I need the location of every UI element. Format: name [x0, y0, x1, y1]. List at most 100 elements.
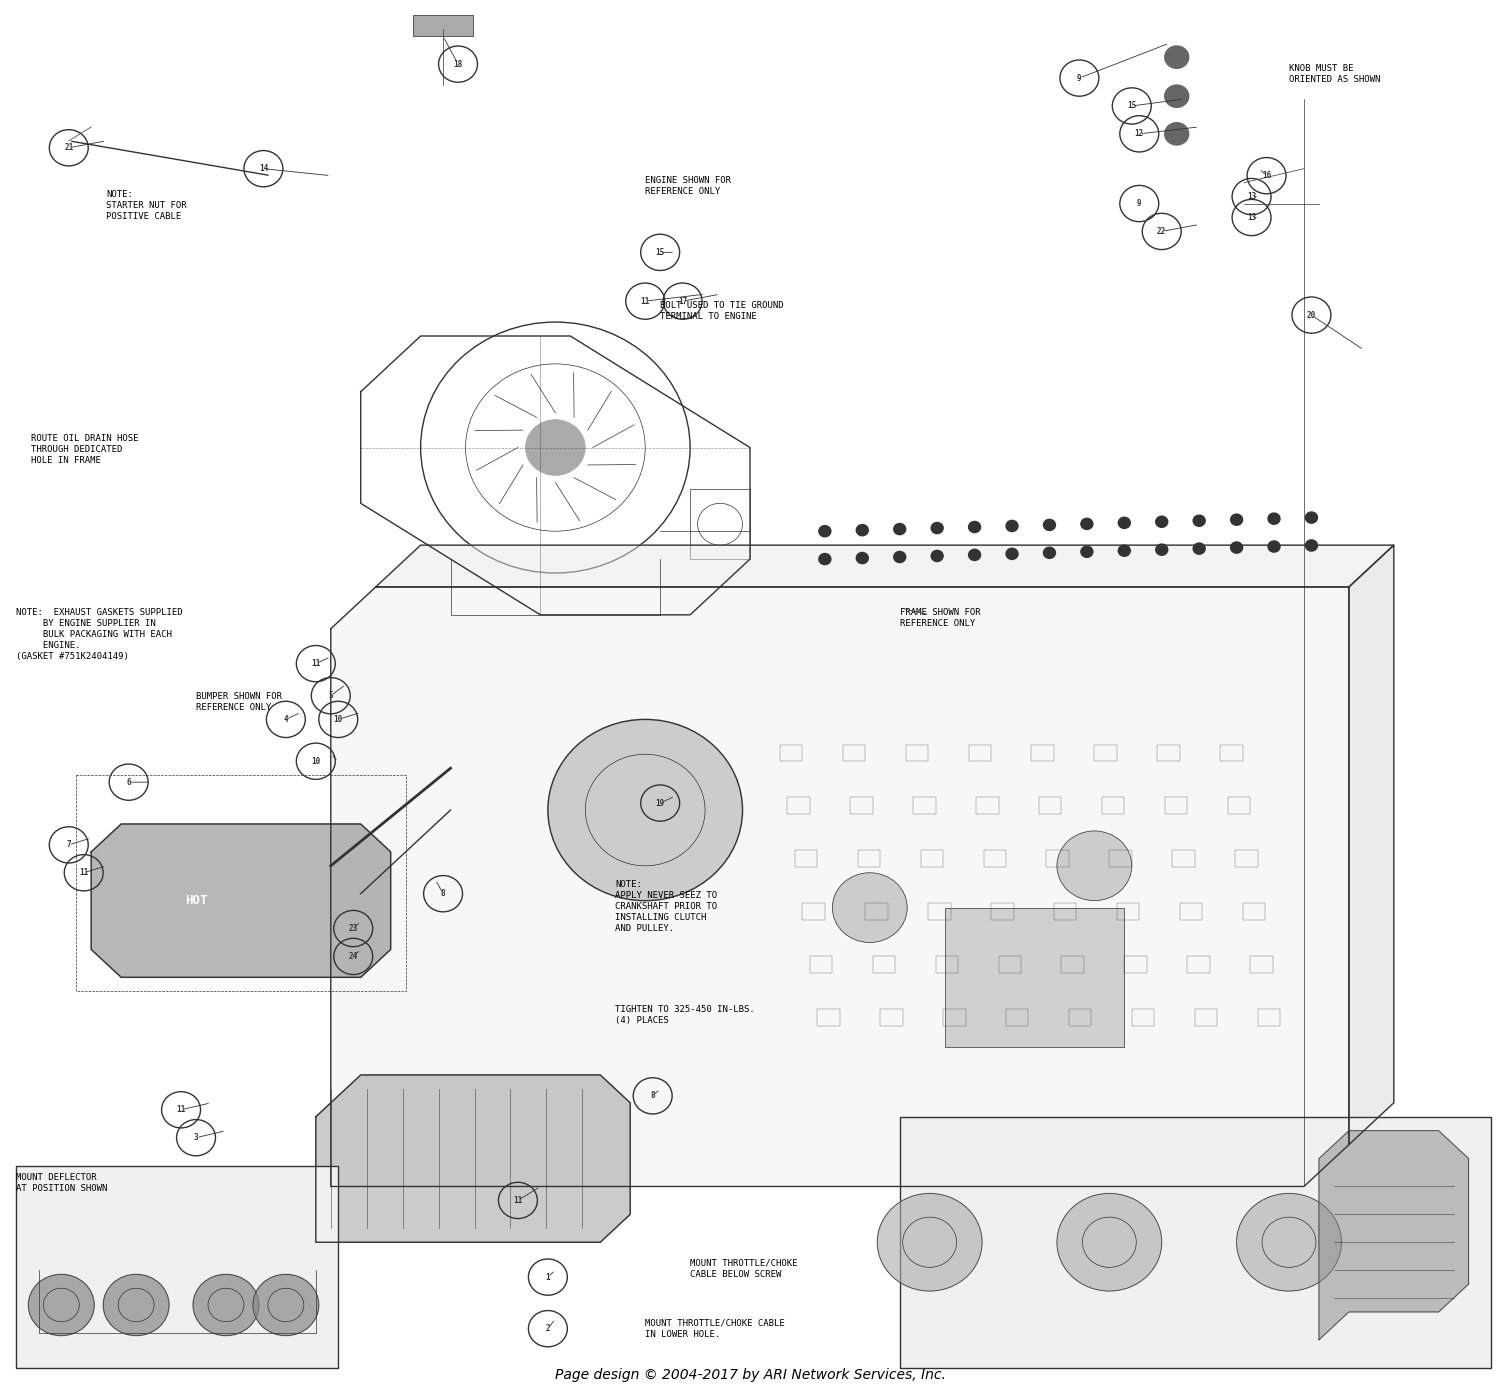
Circle shape — [1305, 539, 1317, 550]
Circle shape — [1044, 548, 1056, 559]
Bar — [976, 798, 999, 814]
Text: TIGHTEN TO 325-450 IN-LBS.
(4) PLACES: TIGHTEN TO 325-450 IN-LBS. (4) PLACES — [615, 1006, 754, 1025]
Text: NOTE:
APPLY NEVER SEEZ TO
CRANKSHAFT PRIOR TO
INSTALLING CLUTCH
AND PULLEY.: NOTE: APPLY NEVER SEEZ TO CRANKSHAFT PRI… — [615, 880, 717, 933]
Circle shape — [1236, 1193, 1341, 1291]
Bar — [1186, 957, 1209, 974]
Bar — [900, 1116, 1491, 1368]
Bar — [1062, 957, 1084, 974]
Circle shape — [856, 552, 868, 563]
Text: ROUTE OIL DRAIN HOSE
THROUGH DEDICATED
HOLE IN FRAME: ROUTE OIL DRAIN HOSE THROUGH DEDICATED H… — [32, 433, 140, 465]
Circle shape — [1058, 1193, 1161, 1291]
Circle shape — [932, 550, 944, 562]
Bar — [858, 851, 880, 868]
Circle shape — [969, 521, 981, 532]
Bar — [1125, 957, 1148, 974]
Circle shape — [1230, 542, 1242, 553]
Bar — [795, 851, 818, 868]
Text: 11: 11 — [80, 869, 88, 877]
Text: NOTE:
STARTER NUT FOR
POSITIVE CABLE: NOTE: STARTER NUT FOR POSITIVE CABLE — [106, 190, 188, 221]
Polygon shape — [316, 1074, 630, 1242]
Polygon shape — [92, 824, 390, 978]
Bar — [1032, 745, 1054, 761]
Bar — [1110, 851, 1132, 868]
Circle shape — [254, 1274, 320, 1336]
Text: 13: 13 — [1246, 212, 1256, 222]
Text: 1: 1 — [546, 1273, 550, 1281]
Text: 11: 11 — [513, 1196, 522, 1206]
Text: 22: 22 — [1156, 226, 1167, 236]
Bar — [984, 851, 1006, 868]
Bar — [945, 908, 1125, 1048]
Circle shape — [1164, 123, 1188, 145]
Bar — [843, 745, 866, 761]
Bar — [914, 798, 936, 814]
Bar — [1227, 798, 1250, 814]
Circle shape — [1119, 545, 1131, 556]
Bar — [16, 1165, 339, 1368]
Bar — [802, 904, 825, 921]
Text: NOTE:  EXHAUST GASKETS SUPPLIED
     BY ENGINE SUPPLIER IN
     BULK PACKAGING W: NOTE: EXHAUST GASKETS SUPPLIED BY ENGINE… — [16, 608, 183, 661]
Text: Page design © 2004-2017 by ARI Network Services, Inc.: Page design © 2004-2017 by ARI Network S… — [555, 1368, 945, 1382]
Text: 13: 13 — [1246, 191, 1256, 201]
Text: 5: 5 — [328, 692, 333, 700]
Text: 19: 19 — [656, 799, 664, 807]
Text: 4: 4 — [284, 715, 288, 724]
Text: 15: 15 — [656, 247, 664, 257]
Text: 17: 17 — [678, 296, 687, 306]
Text: 2: 2 — [546, 1324, 550, 1333]
Circle shape — [1192, 515, 1204, 527]
Bar — [1172, 851, 1194, 868]
Bar — [928, 904, 951, 921]
Bar — [873, 957, 895, 974]
Circle shape — [1230, 514, 1242, 525]
Circle shape — [1082, 546, 1094, 557]
Circle shape — [819, 525, 831, 536]
Text: MOUNT THROTTLE/CHOKE
CABLE BELOW SCREW: MOUNT THROTTLE/CHOKE CABLE BELOW SCREW — [690, 1259, 798, 1280]
Bar — [1118, 904, 1140, 921]
Bar — [944, 1010, 966, 1027]
Polygon shape — [1348, 545, 1394, 1144]
Bar — [1054, 904, 1077, 921]
Text: 11: 11 — [640, 296, 650, 306]
Bar — [1102, 798, 1125, 814]
Circle shape — [833, 873, 908, 943]
Circle shape — [894, 552, 906, 563]
Bar — [1242, 904, 1264, 921]
Text: FRAME SHOWN FOR
REFERENCE ONLY: FRAME SHOWN FOR REFERENCE ONLY — [900, 608, 981, 629]
Bar — [992, 904, 1014, 921]
Text: 11: 11 — [310, 659, 321, 668]
Text: 9: 9 — [1077, 74, 1082, 82]
Circle shape — [1082, 518, 1094, 529]
Circle shape — [1155, 517, 1167, 527]
Bar — [999, 957, 1022, 974]
Text: MOUNT DEFLECTOR
AT POSITION SHOWN: MOUNT DEFLECTOR AT POSITION SHOWN — [16, 1172, 108, 1193]
Circle shape — [1044, 520, 1056, 531]
Text: 6: 6 — [126, 778, 130, 787]
Text: 9: 9 — [1137, 198, 1142, 208]
Text: ENGINE SHOWN FOR
REFERENCE ONLY: ENGINE SHOWN FOR REFERENCE ONLY — [645, 176, 730, 196]
Circle shape — [969, 549, 981, 560]
Bar — [969, 745, 992, 761]
Bar — [1250, 957, 1272, 974]
Circle shape — [1119, 517, 1131, 528]
Bar — [1070, 1010, 1092, 1027]
Circle shape — [1164, 85, 1188, 108]
Circle shape — [1007, 521, 1019, 531]
Bar — [1132, 1010, 1155, 1027]
Circle shape — [1164, 46, 1188, 68]
Circle shape — [1192, 543, 1204, 555]
Circle shape — [548, 719, 742, 901]
Text: 18: 18 — [453, 60, 462, 68]
Text: 15: 15 — [1126, 102, 1137, 110]
Polygon shape — [1318, 1130, 1468, 1340]
Bar — [1234, 851, 1257, 868]
Bar — [1040, 798, 1062, 814]
Text: 10: 10 — [310, 757, 321, 766]
Bar — [1095, 745, 1118, 761]
Circle shape — [28, 1274, 94, 1336]
Text: 16: 16 — [1262, 172, 1270, 180]
Text: 3: 3 — [194, 1133, 198, 1143]
Text: 24: 24 — [348, 951, 358, 961]
Circle shape — [104, 1274, 170, 1336]
Text: 12: 12 — [1134, 130, 1144, 138]
